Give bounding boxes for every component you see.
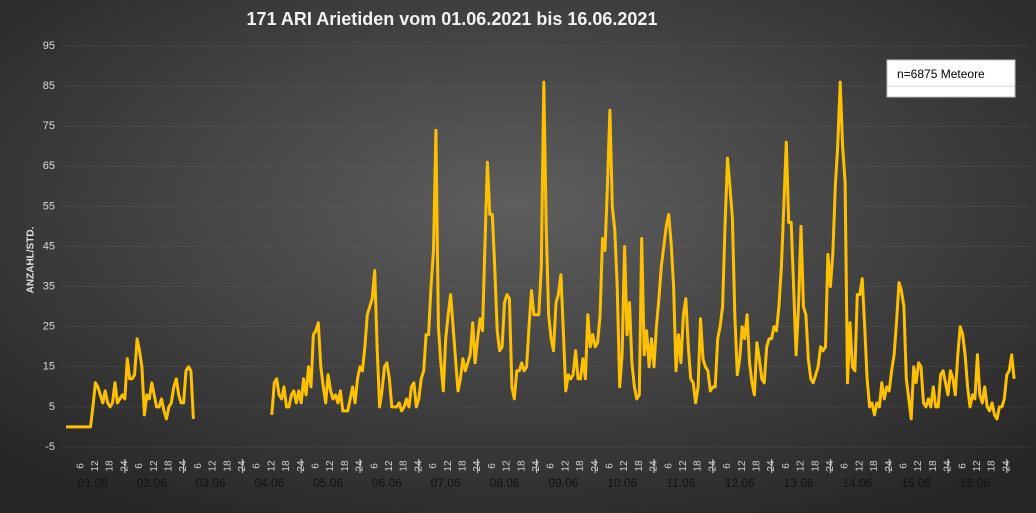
x-day-label: 05.06 — [313, 476, 343, 490]
x-hour-label: 12 — [266, 460, 277, 472]
annotation-box — [886, 59, 1016, 98]
y-tick-label: 5 — [49, 401, 55, 413]
x-hour-label: 12 — [678, 460, 689, 472]
x-day-label: 11.06 — [666, 476, 695, 490]
x-hour-label: 18 — [752, 460, 763, 472]
x-hour-label: 6 — [899, 463, 910, 469]
y-tick-label: 25 — [43, 321, 55, 333]
y-tick-label: 65 — [43, 160, 55, 172]
x-hour-label: 6 — [722, 463, 733, 469]
x-hour-label: 12 — [737, 460, 748, 472]
x-hour-label: 18 — [399, 460, 410, 472]
x-hour-label: 12 — [502, 460, 513, 472]
x-hour-label: 6 — [134, 463, 145, 469]
x-hour-label: 18 — [458, 460, 469, 472]
y-tick-label: 15 — [43, 361, 55, 373]
x-hour-label: 18 — [222, 460, 233, 472]
y-tick-label: 75 — [43, 120, 55, 132]
x-hour-label: 12 — [149, 460, 160, 472]
x-hour-label: 6 — [957, 463, 968, 469]
x-day-label: 04.06 — [254, 476, 284, 490]
y-tick-label: -5 — [45, 441, 55, 453]
x-hour-label: 6 — [193, 463, 204, 469]
x-hour-label: 12 — [208, 460, 219, 472]
x-day-label: 15.06 — [901, 476, 931, 490]
x-hour-label: 18 — [810, 460, 821, 472]
x-hour-label: 18 — [634, 460, 645, 472]
annotation: n=6875 Meteore — [897, 67, 985, 81]
x-hour-label: 6 — [75, 463, 86, 469]
x-hour-label: 12 — [560, 460, 571, 472]
y-tick-label: 45 — [43, 240, 55, 252]
x-hour-label: 18 — [105, 460, 116, 472]
x-hour-label: 6 — [311, 463, 322, 469]
y-tick-label: 95 — [43, 40, 55, 52]
x-day-label: 01.06 — [78, 476, 108, 490]
x-day-label: 06.06 — [372, 476, 402, 490]
y-tick-label: 85 — [43, 80, 55, 92]
x-hour-label: 18 — [693, 460, 704, 472]
x-day-label: 08.06 — [490, 476, 520, 490]
x-day-label: 10.06 — [607, 476, 637, 490]
y-tick-label: 55 — [43, 200, 55, 212]
x-day-label: 13.06 — [784, 476, 814, 490]
x-hour-label: 6 — [369, 463, 380, 469]
x-hour-label: 6 — [546, 463, 557, 469]
x-hour-label: 18 — [164, 460, 175, 472]
x-hour-label: 12 — [90, 460, 101, 472]
x-hour-label: 18 — [340, 460, 351, 472]
x-hour-label: 6 — [487, 463, 498, 469]
x-hour-label: 12 — [913, 460, 924, 472]
x-day-label: 02.06 — [137, 476, 167, 490]
x-hour-label: 12 — [854, 460, 865, 472]
x-day-label: 03.06 — [196, 476, 226, 490]
x-hour-label: 6 — [663, 463, 674, 469]
chart-title: 171 ARI Arietiden vom 01.06.2021 bis 16.… — [247, 9, 658, 29]
x-day-label: 07.06 — [431, 476, 461, 490]
x-hour-label: 18 — [575, 460, 586, 472]
x-hour-label: 12 — [443, 460, 454, 472]
x-hour-label: 12 — [972, 460, 983, 472]
x-hour-label: 12 — [325, 460, 336, 472]
x-hour-label: 12 — [796, 460, 807, 472]
x-hour-label: 18 — [869, 460, 880, 472]
x-day-label: 14.06 — [842, 476, 872, 490]
x-day-label: 16.06 — [960, 476, 990, 490]
x-hour-label: 18 — [516, 460, 527, 472]
x-hour-label: 6 — [840, 463, 851, 469]
x-hour-label: 6 — [605, 463, 616, 469]
x-hour-label: 6 — [252, 463, 263, 469]
data-line — [66, 337, 195, 429]
x-day-label: 09.06 — [548, 476, 578, 490]
x-hour-label: 18 — [987, 460, 998, 472]
x-hour-label: 18 — [928, 460, 939, 472]
data-line — [270, 80, 1016, 421]
x-hour-label: 12 — [384, 460, 395, 472]
y-axis-label: ANZAHL/STD. — [26, 226, 37, 293]
y-tick-label: 35 — [43, 281, 55, 293]
x-hour-label: 12 — [619, 460, 630, 472]
x-hour-label: 6 — [781, 463, 792, 469]
x-hour-label: 18 — [281, 460, 292, 472]
x-hour-label: 6 — [428, 463, 439, 469]
x-day-label: 12.06 — [725, 476, 755, 490]
